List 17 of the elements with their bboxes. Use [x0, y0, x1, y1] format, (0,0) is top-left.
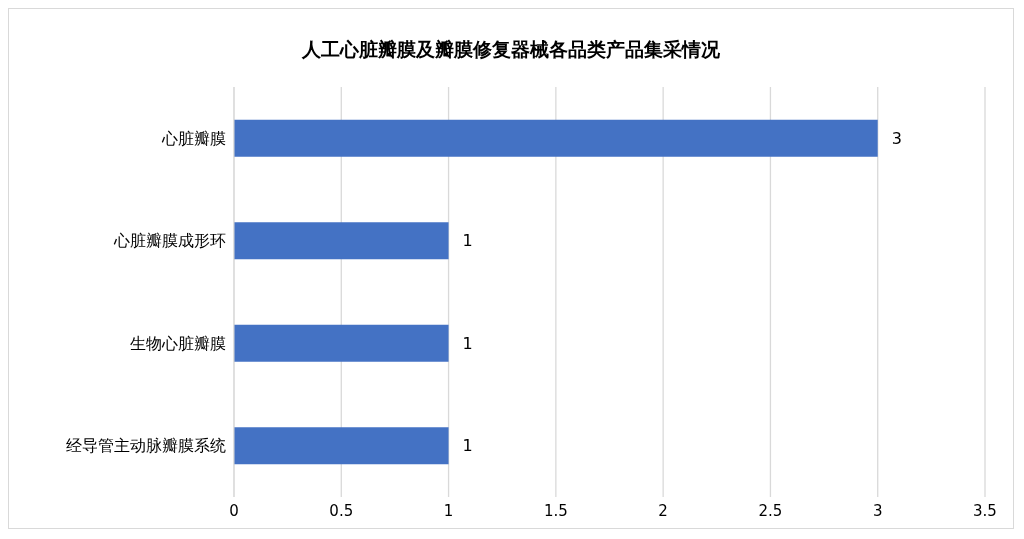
x-tick-label: 3: [872, 501, 883, 520]
data-label: 1: [462, 333, 473, 353]
chart-title: 人工心脏瓣膜及瓣膜修复器械各品类产品集采情况: [301, 37, 721, 62]
x-tick-label: 0.5: [329, 501, 354, 520]
data-label: 3: [891, 128, 902, 148]
x-tick-label: 3.5: [973, 501, 997, 520]
y-tick-label: 心脏瓣膜: [161, 128, 226, 148]
x-tick-label: 2: [658, 501, 668, 520]
y-tick-label: 心脏瓣膜成形环: [113, 231, 226, 251]
x-tick-label: 1: [443, 501, 454, 520]
y-tick-label: 经导管主动脉瓣膜系统: [66, 436, 226, 456]
x-tick-label: 0: [229, 501, 239, 520]
data-label: 1: [462, 436, 473, 456]
x-tick-label: 1.5: [543, 501, 568, 520]
y-tick-label: 生物心脏瓣膜: [130, 333, 226, 353]
x-tick-label: 2.5: [758, 501, 783, 520]
data-label: 1: [462, 231, 473, 251]
